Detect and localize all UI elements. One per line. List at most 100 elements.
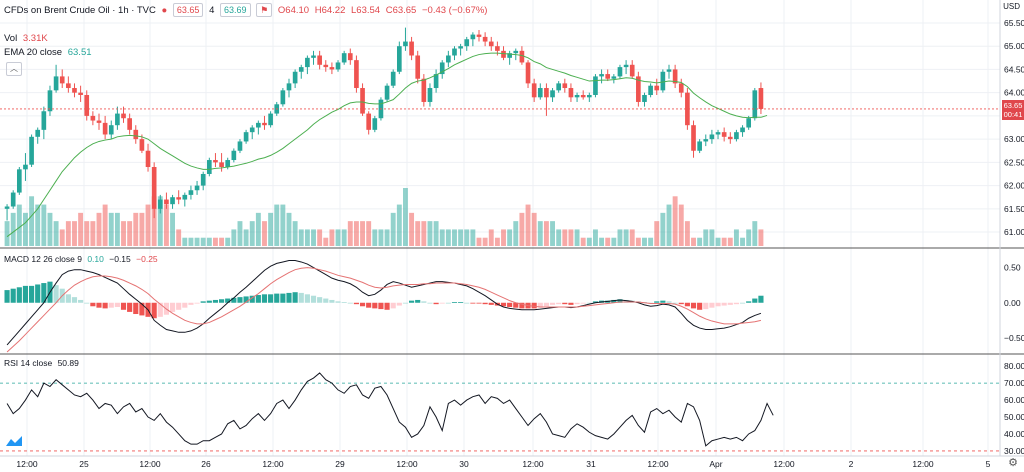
candle-body <box>262 122 267 126</box>
candle-body <box>4 206 10 209</box>
ohlc-open: O64.10 <box>277 5 310 16</box>
volume-bar <box>617 229 623 246</box>
candle-body <box>347 53 353 61</box>
macd-hist-bar <box>733 302 739 305</box>
volume-bar <box>525 204 531 246</box>
volume-bar <box>403 188 408 246</box>
volume-bar <box>537 221 543 246</box>
candle-body <box>317 55 322 65</box>
price-tick-label: 61.50 <box>1004 204 1024 214</box>
volume-bar <box>568 229 574 246</box>
macd-hist-bar <box>298 292 304 303</box>
macd-hist-bar <box>286 292 292 303</box>
volume-bar <box>163 204 169 246</box>
candle-body <box>746 118 752 128</box>
rsi-tick-label: 60.00 <box>1004 395 1024 405</box>
candle-body <box>537 88 543 98</box>
macd-hist-bar <box>194 302 200 304</box>
macd-hist-bar <box>611 299 617 303</box>
chart-header: CFDs on Brent Crude Oil · 1h · TVC ● 63.… <box>4 3 490 17</box>
ask-price[interactable]: 63.69 <box>220 3 251 17</box>
volume-bar <box>507 229 513 246</box>
macd-hist-bar <box>507 302 513 307</box>
candle-body <box>427 88 433 102</box>
volume-bar <box>268 212 274 246</box>
volume-bar <box>323 237 329 246</box>
macd-hist-bar <box>568 302 574 305</box>
volume-bar <box>678 204 684 246</box>
candle-body <box>145 150 151 168</box>
candle-body <box>580 94 586 98</box>
ema-legend[interactable]: EMA 20 close 63.51 <box>4 47 95 58</box>
volume-bar <box>108 212 114 246</box>
time-tick-label: 12:00 <box>139 459 161 469</box>
candle-body <box>415 55 421 79</box>
macd-legend[interactable]: MACD 12 26 close 9 0.10 −0.15 −0.25 <box>4 254 161 264</box>
macd-hist-bar <box>133 302 139 315</box>
candle-body <box>464 39 470 47</box>
bid-price[interactable]: 63.65 <box>172 3 204 17</box>
ohlc-close: C63.65 <box>385 5 417 16</box>
candle-body <box>550 90 555 98</box>
candle-body <box>225 160 231 168</box>
volume-bar <box>488 229 494 246</box>
flag-icon[interactable]: ⚑ <box>256 3 273 17</box>
volume-bar <box>605 237 611 246</box>
time-tick-label: 2 <box>849 459 854 469</box>
candle-body <box>623 64 629 68</box>
rsi-line <box>6 372 774 447</box>
candle-body <box>176 197 182 200</box>
macd-hist-bar <box>78 299 84 303</box>
macd-hist-bar <box>90 302 96 307</box>
macd-hist-bar <box>372 302 378 309</box>
candle-body <box>329 67 335 70</box>
candle-body <box>102 122 108 135</box>
rsi-bands <box>0 382 1000 452</box>
macd-hist-bar <box>758 295 764 303</box>
candlesticks <box>4 27 764 221</box>
volume-bar <box>458 229 464 246</box>
candle-body <box>243 132 249 142</box>
collapse-legend-button[interactable]: ︿ <box>6 62 22 76</box>
volume-bar <box>543 221 549 246</box>
tradingview-logo-icon[interactable] <box>6 436 22 446</box>
volume-bar <box>378 229 384 246</box>
volume-bar <box>433 221 439 246</box>
candle-body <box>72 88 77 93</box>
volume-bar <box>746 229 752 246</box>
candle-body <box>519 50 525 63</box>
volume-legend[interactable]: Vol 3.31K <box>4 33 51 44</box>
price-axis[interactable]: 65.5065.0064.5064.0063.5063.0062.5062.00… <box>1004 18 1024 237</box>
volume-bar <box>243 229 249 246</box>
volume-bar <box>733 229 739 246</box>
candle-body <box>703 139 709 142</box>
candle-body <box>666 69 672 72</box>
candle-body <box>237 141 243 151</box>
volume-bar <box>531 212 537 246</box>
symbol-title[interactable]: CFDs on Brent Crude Oil · 1h · TVC <box>4 5 156 16</box>
candle-body <box>458 46 463 49</box>
volume-bar <box>317 229 323 246</box>
candle-body <box>654 85 660 91</box>
candle-body <box>90 115 96 121</box>
rsi-tick-label: 40.00 <box>1004 429 1024 439</box>
macd-value: −0.15 <box>109 254 131 264</box>
rsi-legend[interactable]: RSI 14 close 50.89 <box>4 358 82 368</box>
time-axis[interactable]: 12:00 25 12:00 26 12:00 29 12:00 30 12:00 31 12:00… <box>16 459 990 469</box>
macd-hist-bar <box>206 300 212 303</box>
settings-gear-icon[interactable]: ⚙ <box>1008 457 1018 469</box>
volume-bar <box>482 237 488 246</box>
macd-hist-bar <box>752 298 758 303</box>
volume-bar <box>439 229 445 246</box>
rsi-value: 50.89 <box>57 358 79 368</box>
candle-body <box>599 74 604 77</box>
volume-bar <box>635 237 641 246</box>
volume-bar <box>599 237 605 246</box>
candle-body <box>384 85 390 100</box>
volume-bar <box>513 221 519 246</box>
volume-bar <box>145 204 151 246</box>
volume-bar <box>691 237 696 246</box>
macd-hist-bar <box>157 302 163 317</box>
macd-hist-bar <box>249 295 255 303</box>
